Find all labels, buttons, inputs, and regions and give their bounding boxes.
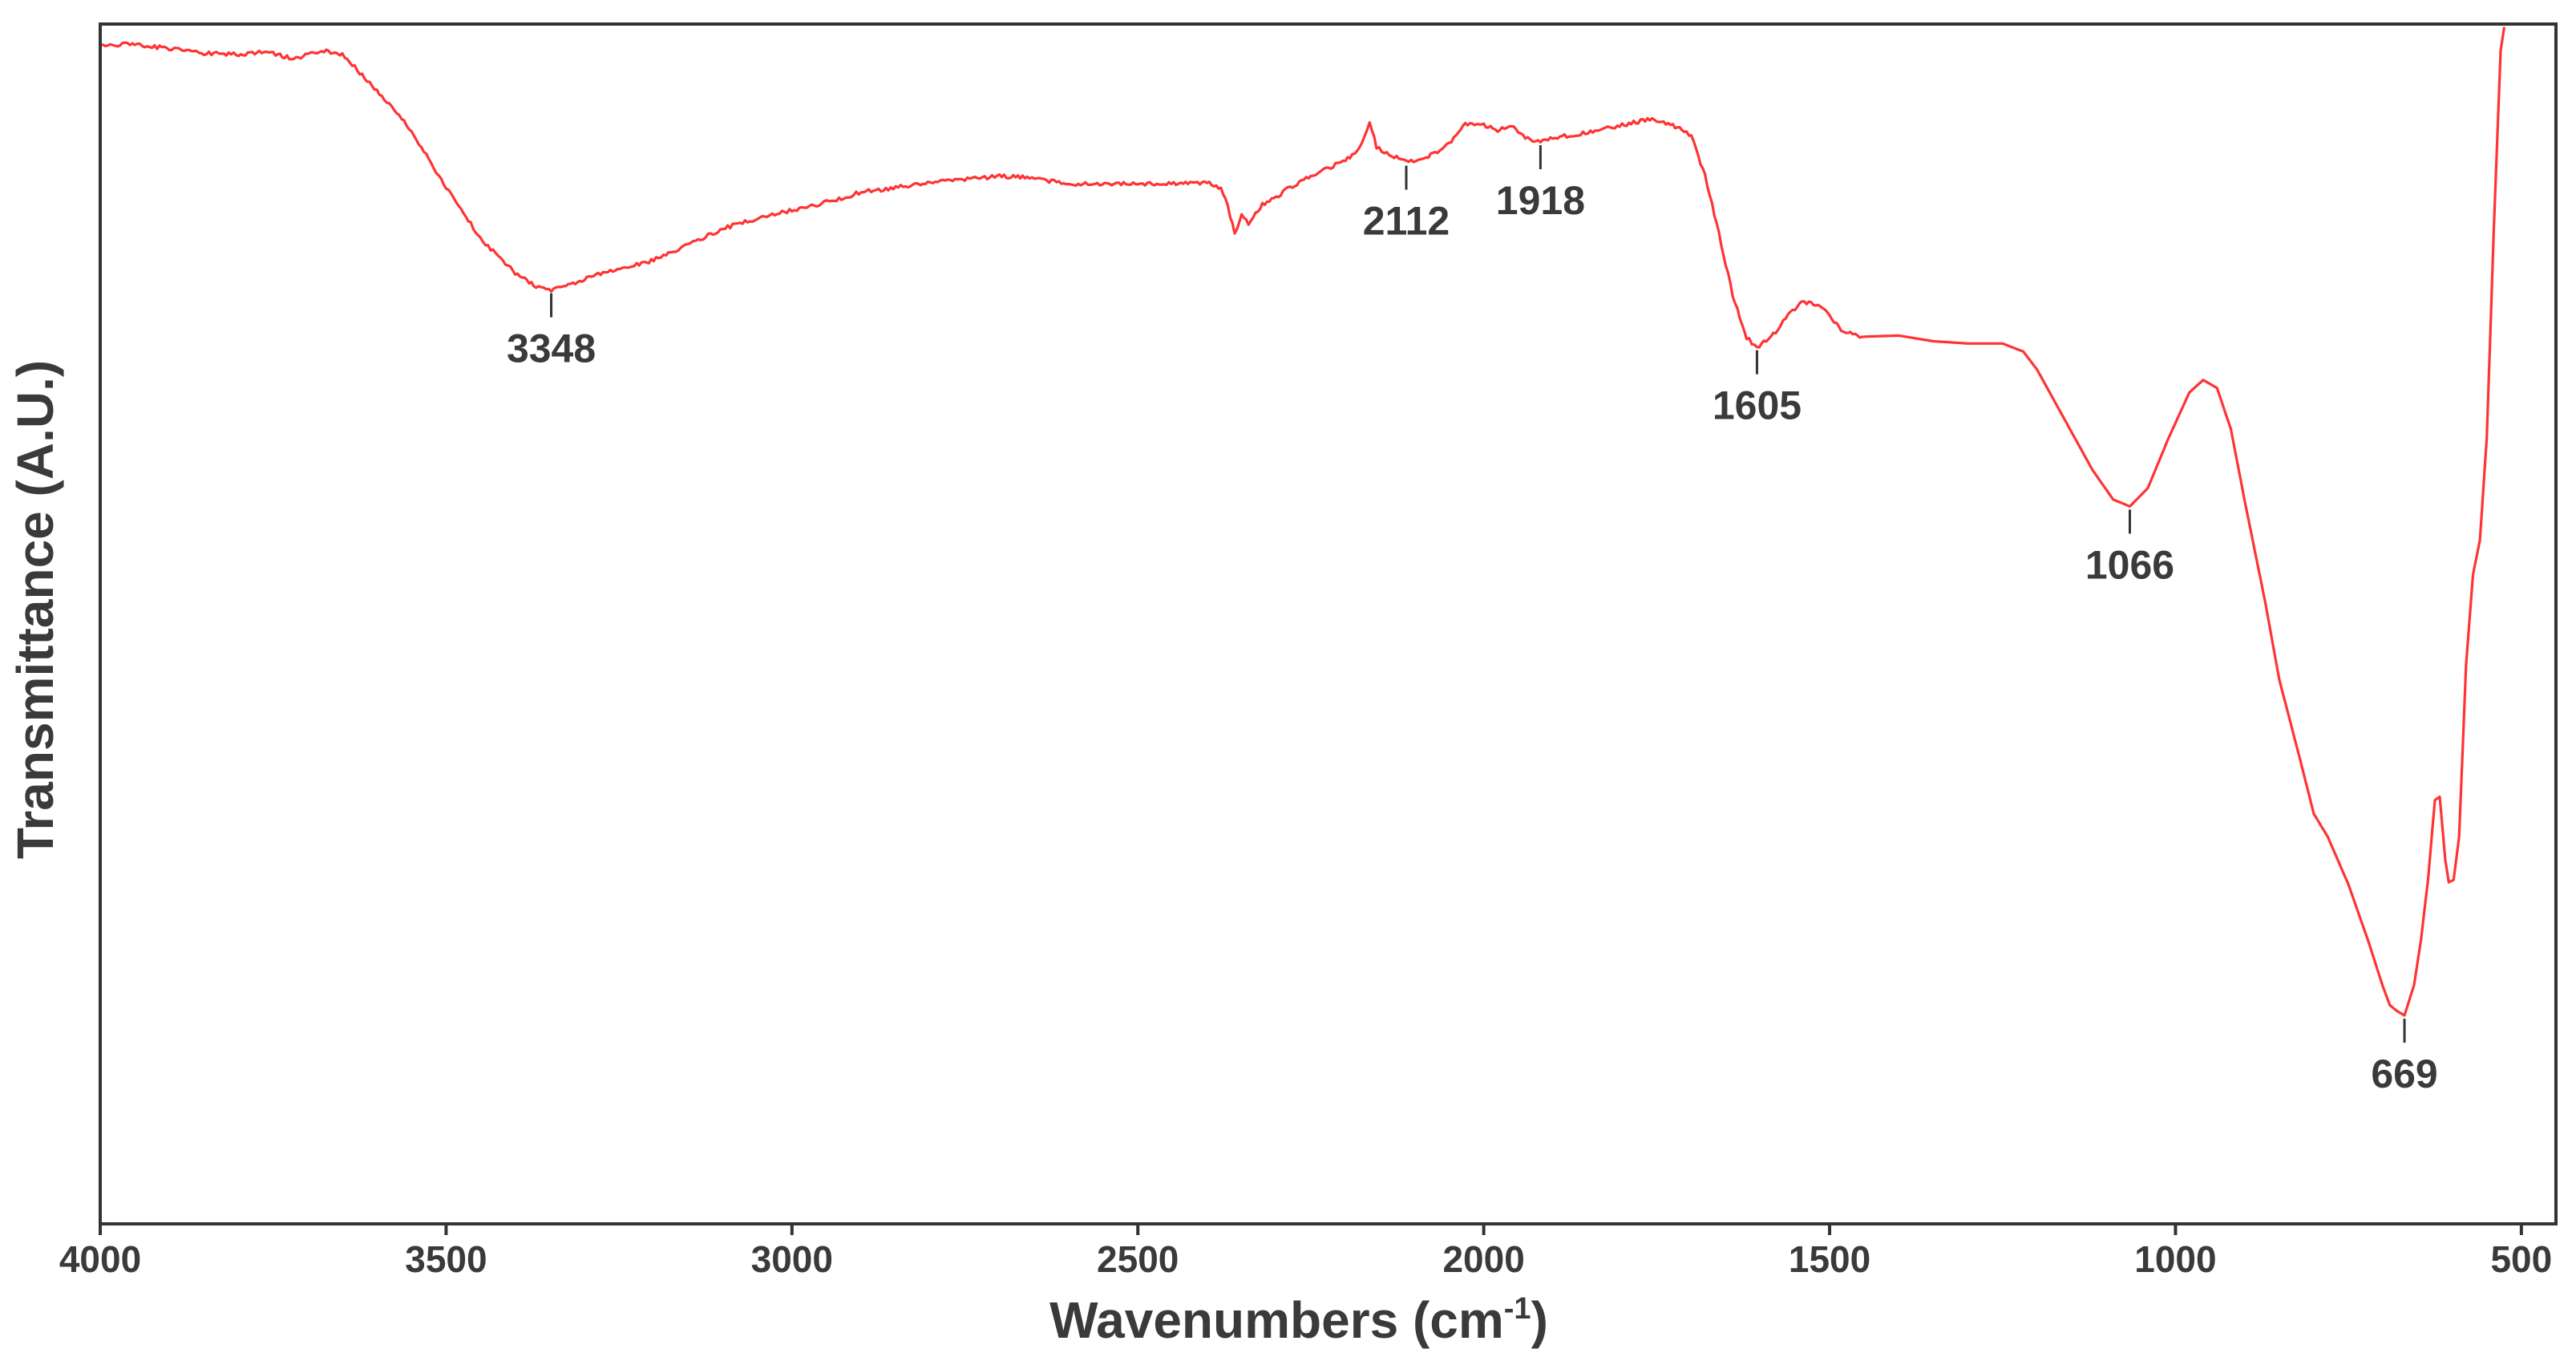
plot-area [99, 26, 2505, 1017]
peak-label: 1918 [1496, 178, 1585, 223]
x-tick-label: 500 [2490, 1238, 2552, 1280]
peak-label: 1605 [1713, 383, 1802, 428]
x-tick-label: 1500 [1789, 1238, 1870, 1280]
peak-label: 1066 [2085, 542, 2174, 587]
peak-label: 2112 [1363, 199, 1450, 244]
x-tick-label: 1000 [2134, 1238, 2216, 1280]
x-axis: 4000 3500 3000 2500 2000 1500 1000 500 [59, 1224, 2552, 1280]
spectrum-line [99, 26, 2505, 1017]
x-tick-label: 2000 [1442, 1238, 1524, 1280]
x-axis-title-superscript: -1 [1504, 1292, 1531, 1326]
peak-label: 669 [2371, 1051, 2437, 1096]
peak-label: 3348 [507, 326, 596, 371]
plot-frame [99, 22, 2558, 1225]
x-tick-label: 3000 [751, 1238, 833, 1280]
x-tick-label: 4000 [59, 1238, 141, 1280]
x-tick-label: 2500 [1097, 1238, 1179, 1280]
x-axis-title: Wavenumbers (cm-1) [1049, 1291, 1548, 1349]
x-axis-title-close: ) [1531, 1291, 1548, 1349]
x-axis-title-main: Wavenumbers (cm [1049, 1291, 1504, 1349]
y-axis-title: Transmittance (A.U.) [6, 360, 64, 859]
x-tick-label: 3500 [405, 1238, 487, 1280]
peak-annotations: 3348 2112 1918 1605 1066 669 [507, 145, 2438, 1096]
